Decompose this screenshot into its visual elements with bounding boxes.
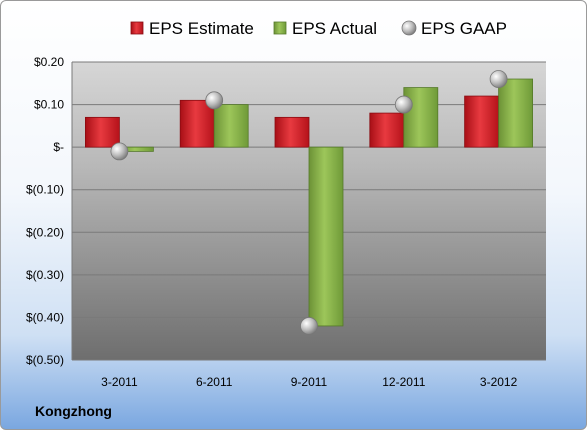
eps-estimate-bar	[274, 116, 310, 148]
legend-label: EPS GAAP	[421, 19, 507, 38]
eps-estimate-bar	[85, 116, 120, 148]
eps-actual-bar	[498, 78, 534, 148]
y-tick-label: $(0.30)	[26, 268, 64, 282]
x-axis: 3-2011 6-2011 9-2011 12-2011 3-2012	[101, 375, 517, 389]
eps-estimate-bar	[369, 112, 405, 148]
legend-swatch	[130, 21, 144, 35]
legend: EPS Estimate EPS Actual EPS GAAP	[130, 19, 507, 38]
y-tick-label: $0.10	[34, 98, 64, 112]
y-tick-label: $0.20	[34, 55, 64, 69]
y-axis: $0.20 $0.10 $- $(0.10) $(0.20) $(0.30) $(0.40)…	[26, 55, 73, 367]
eps-actual-bar	[403, 87, 439, 148]
gaap-markers	[110, 70, 508, 335]
x-tick-label: 9-2011	[291, 375, 328, 389]
eps-actual-bar	[213, 104, 249, 148]
y-tick-label: $-	[53, 140, 64, 154]
eps-gaap-marker	[489, 70, 508, 88]
x-tick-label: 6-2011	[196, 375, 233, 389]
eps-actual-bar	[308, 146, 344, 327]
legend-gaap: EPS GAAP	[401, 19, 507, 38]
x-tick-label: 3-2011	[101, 375, 138, 389]
eps-gaap-marker	[394, 95, 413, 114]
y-tick-label: $(0.50)	[26, 353, 64, 367]
y-tick-label: $(0.10)	[26, 183, 64, 197]
legend-swatch	[401, 20, 417, 36]
legend-label: EPS Estimate	[149, 19, 254, 38]
eps-estimate-bar	[464, 95, 500, 148]
legend-swatch	[273, 21, 287, 35]
y-tick-label: $(0.20)	[26, 225, 64, 239]
eps-gaap-marker	[110, 142, 129, 161]
company-name: Kongzhong	[35, 403, 112, 419]
legend-label: EPS Actual	[292, 19, 377, 38]
legend-actual: EPS Actual	[273, 19, 377, 38]
eps-gaap-marker	[300, 317, 318, 335]
y-tick-label: $(0.40)	[26, 310, 64, 324]
bars	[85, 78, 534, 327]
x-tick-label: 12-2011	[382, 375, 425, 389]
legend-estimate: EPS Estimate	[130, 19, 254, 38]
x-tick-label: 3-2012	[480, 375, 518, 389]
eps-gaap-marker	[205, 91, 224, 110]
